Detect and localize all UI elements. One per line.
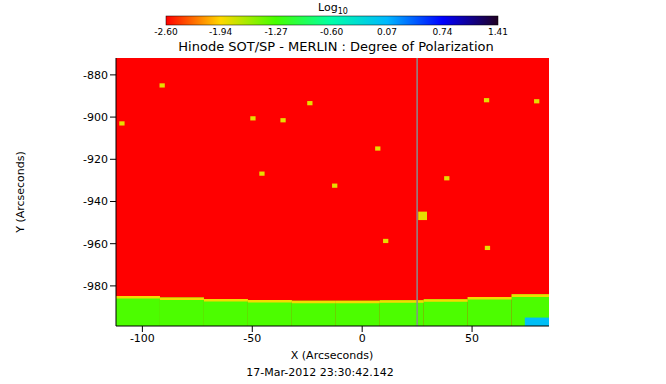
- svg-text:0: 0: [359, 332, 366, 345]
- svg-text:-1.94: -1.94: [209, 27, 233, 37]
- svg-text:-1.27: -1.27: [264, 27, 287, 37]
- svg-text:-900: -900: [83, 111, 108, 124]
- svg-text:-980: -980: [83, 280, 108, 293]
- svg-text:Y (Arcseconds): Y (Arcseconds): [14, 151, 27, 234]
- svg-text:17-Mar-2012 23:30:42.142: 17-Mar-2012 23:30:42.142: [246, 366, 393, 379]
- svg-text:-2.60: -2.60: [154, 27, 178, 37]
- svg-text:-960: -960: [83, 238, 108, 251]
- svg-text:0.07: 0.07: [377, 27, 397, 37]
- svg-text:-0.60: -0.60: [320, 27, 344, 37]
- svg-text:50: 50: [465, 332, 479, 345]
- svg-text:0.74: 0.74: [433, 27, 453, 37]
- svg-text:1.41: 1.41: [488, 27, 508, 37]
- svg-text:Log10: Log10: [318, 1, 348, 16]
- svg-text:-50: -50: [243, 332, 261, 345]
- svg-text:-920: -920: [83, 153, 108, 166]
- svg-text:Hinode SOT/SP - MERLIN : Degre: Hinode SOT/SP - MERLIN : Degree of Polar…: [178, 39, 493, 54]
- svg-text:-940: -940: [83, 195, 108, 208]
- svg-text:-100: -100: [130, 332, 155, 345]
- svg-text:X (Arcseconds): X (Arcseconds): [291, 349, 373, 362]
- svg-text:-880: -880: [83, 69, 108, 82]
